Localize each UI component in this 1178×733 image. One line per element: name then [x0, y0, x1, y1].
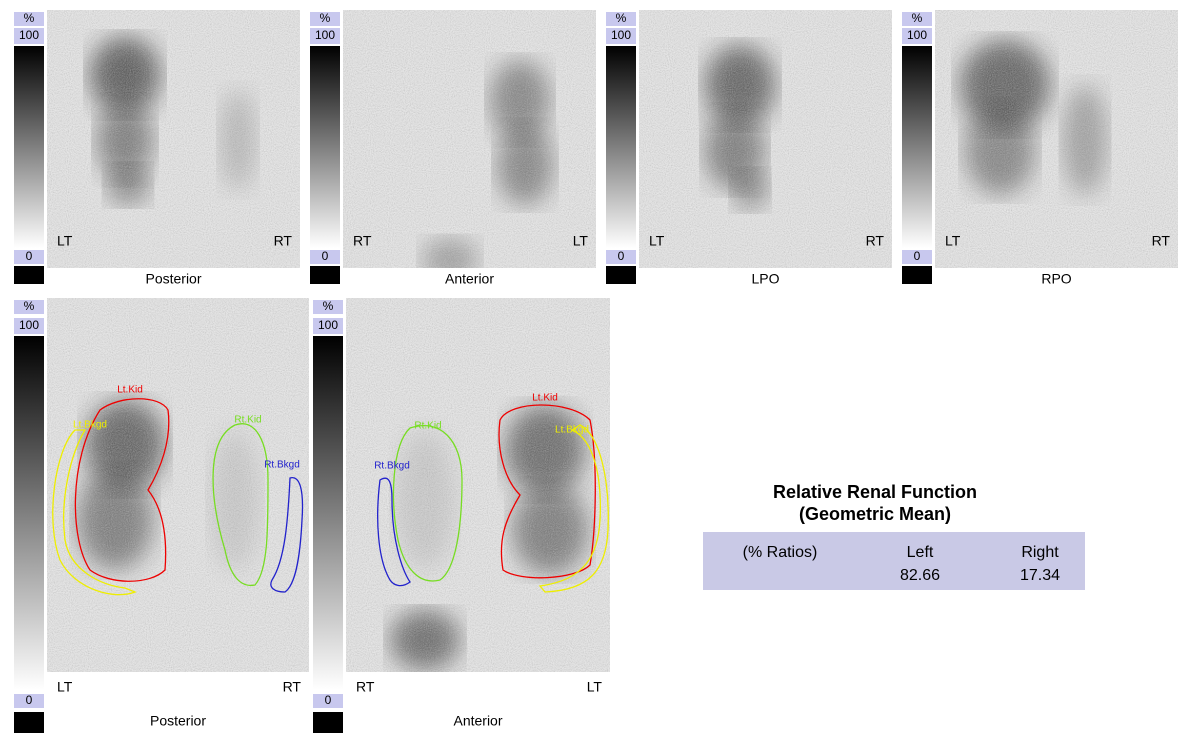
- scale-min: 0: [26, 693, 33, 707]
- scale-max-box: [313, 318, 343, 334]
- scale-max-box: [310, 28, 340, 44]
- column-value: 17.34: [1020, 567, 1060, 584]
- scale-min: 0: [26, 249, 33, 263]
- column-header: Right: [1021, 544, 1059, 561]
- roi-label: Lt.Bkgd: [73, 420, 107, 431]
- side-label: LT: [945, 233, 961, 249]
- scale-min-box: [313, 694, 343, 708]
- scale-gradient: [14, 46, 44, 248]
- scale-gradient: [310, 46, 340, 248]
- noise-dark: [47, 10, 300, 268]
- scale-gradient: [313, 336, 343, 690]
- row-label: (% Ratios): [743, 544, 818, 561]
- side-label: RT: [356, 679, 375, 695]
- scale-max: 100: [315, 28, 335, 42]
- noise-dark: [639, 10, 892, 268]
- scale-gradient: [14, 336, 44, 690]
- roi-contour: [212, 423, 269, 587]
- side-label: LT: [57, 679, 73, 695]
- view-label: Posterior: [150, 713, 206, 729]
- scale-gradient: [606, 46, 636, 248]
- side-label: LT: [649, 233, 665, 249]
- roi-contour: [498, 404, 596, 579]
- scale-min-box: [14, 694, 44, 708]
- roi-contour: [392, 424, 463, 582]
- column-value: 82.66: [900, 567, 940, 584]
- scale-max-box: [606, 28, 636, 44]
- roi-contour: [538, 424, 609, 593]
- scale-black: [313, 712, 343, 733]
- scale-min: 0: [325, 693, 332, 707]
- scale-unit-box: [310, 12, 340, 26]
- scale-black: [14, 712, 44, 733]
- side-label: RT: [274, 233, 293, 249]
- scale-black: [310, 266, 340, 284]
- roi-contour: [377, 477, 411, 587]
- side-label: LT: [573, 233, 589, 249]
- column-header: Left: [907, 544, 934, 561]
- scale-unit-box: [14, 12, 44, 26]
- scale-max: 100: [318, 318, 338, 332]
- noise-dark: [935, 10, 1178, 268]
- scale-black: [606, 266, 636, 284]
- scale-min-box: [606, 250, 636, 264]
- scale-unit: %: [24, 299, 35, 313]
- roi-contour: [52, 429, 137, 596]
- roi-label: Lt.Kid: [117, 385, 143, 396]
- side-label: RT: [353, 233, 372, 249]
- scale-min-box: [310, 250, 340, 264]
- scale-gradient: [902, 46, 932, 248]
- side-label: LT: [587, 679, 603, 695]
- scale-max: 100: [611, 28, 631, 42]
- view-label: Anterior: [453, 713, 502, 729]
- scale-unit-box: [14, 300, 44, 314]
- scale-unit: %: [912, 11, 923, 25]
- result-title: Relative Renal Function: [773, 482, 977, 502]
- result-table: [703, 532, 1085, 590]
- scale-unit: %: [24, 11, 35, 25]
- scale-black: [14, 266, 44, 284]
- result-subtitle: (Geometric Mean): [799, 504, 951, 524]
- view-label: RPO: [1041, 271, 1071, 287]
- side-label: LT: [57, 233, 73, 249]
- roi-label: Rt.Kid: [234, 415, 261, 426]
- scale-max-box: [14, 28, 44, 44]
- roi-label: Lt.Kid: [532, 393, 558, 404]
- scale-black: [902, 266, 932, 284]
- view-label: Anterior: [445, 271, 494, 287]
- side-label: RT: [283, 679, 302, 695]
- roi-contour: [74, 398, 170, 582]
- scale-max: 100: [19, 28, 39, 42]
- scale-max: 100: [907, 28, 927, 42]
- side-label: RT: [1152, 233, 1171, 249]
- scale-unit-box: [902, 12, 932, 26]
- scale-min: 0: [322, 249, 329, 263]
- roi-contour: [270, 477, 304, 593]
- roi-contours: [52, 398, 609, 596]
- roi-label: Rt.Bkgd: [264, 460, 300, 471]
- scale-unit: %: [616, 11, 627, 25]
- side-label: RT: [866, 233, 885, 249]
- noise-dark: [47, 298, 309, 672]
- scale-min: 0: [914, 249, 921, 263]
- scale-max: 100: [19, 318, 39, 332]
- roi-label: Lt.Bkgd: [555, 425, 589, 436]
- view-label: LPO: [751, 271, 779, 287]
- view-label: Posterior: [145, 271, 201, 287]
- scale-max-box: [14, 318, 44, 334]
- scale-unit: %: [320, 11, 331, 25]
- scale-unit-box: [313, 300, 343, 314]
- noise-dark: [343, 10, 596, 268]
- scale-min-box: [902, 250, 932, 264]
- roi-label: Rt.Kid: [414, 421, 441, 432]
- roi-label: Rt.Bkgd: [374, 461, 410, 472]
- scale-min: 0: [618, 249, 625, 263]
- scale-unit-box: [606, 12, 636, 26]
- scale-max-box: [902, 28, 932, 44]
- scale-min-box: [14, 250, 44, 264]
- scale-unit: %: [323, 299, 334, 313]
- noise-dark: [346, 298, 610, 672]
